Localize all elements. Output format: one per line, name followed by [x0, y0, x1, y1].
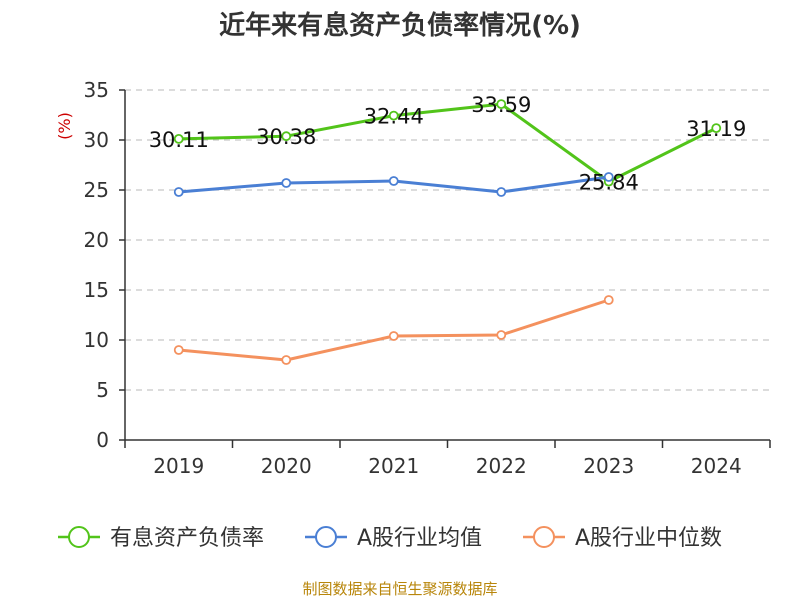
data-point: [173, 345, 184, 355]
grid-lines: [125, 89, 770, 391]
series-line-2: [178, 298, 610, 362]
series-lines: [173, 99, 722, 365]
y-tick-label: 15: [84, 278, 109, 302]
data-point: [388, 176, 399, 186]
y-tick-label: 0: [96, 428, 109, 452]
x-tick-label: 2023: [583, 454, 634, 478]
data-label: 33.59: [471, 93, 531, 117]
source-note: 制图数据来自恒生聚源数据库: [302, 580, 497, 598]
chart-title: 近年来有息资产负债率情况(%): [219, 10, 581, 41]
data-point: [281, 131, 292, 142]
data-label: 32.44: [364, 105, 424, 129]
y-tick-label: 30: [84, 128, 109, 152]
y-tick-label: 10: [84, 328, 109, 352]
tick-labels: 0 5 10 15 20 25 30 35 2019 2020 2021 2022 2023 2024: [84, 78, 742, 478]
data-point: [496, 187, 507, 197]
x-tick-label: 2020: [261, 454, 312, 478]
data-label: 30.38: [256, 125, 316, 149]
data-label: 25.84: [579, 171, 639, 195]
data-point: [496, 330, 507, 340]
x-tick-label: 2021: [368, 454, 419, 478]
y-tick-label: 20: [84, 228, 109, 252]
data-point: [496, 99, 507, 109]
y-tick-label: 25: [84, 178, 109, 202]
data-point: [173, 187, 184, 197]
legend-label: A股行业均值: [357, 526, 482, 551]
legend-label: A股行业中位数: [575, 526, 722, 551]
data-label: 30.11: [149, 128, 209, 152]
legend-swatch-marker: [68, 526, 90, 548]
data-point: [603, 172, 614, 182]
series-line-0: [178, 102, 717, 184]
legend-swatch-marker: [533, 526, 555, 548]
axes: [119, 89, 771, 448]
data-point: [281, 355, 292, 365]
data-label: 31.19: [686, 117, 746, 141]
data-point: [281, 178, 292, 188]
y-axis-label: (%): [55, 112, 74, 140]
legend-swatch-marker: [315, 526, 337, 548]
x-tick-label: 2022: [476, 454, 527, 478]
data-point: [603, 295, 614, 305]
y-tick-label: 35: [84, 78, 109, 102]
x-tick-label: 2024: [691, 454, 742, 478]
x-tick-label: 2019: [153, 454, 204, 478]
data-point: [388, 331, 399, 341]
data-point: [173, 133, 184, 144]
legend-label: 有息资产负债率: [110, 526, 264, 551]
legend: 有息资产负债率 A股行业均值 A股行业中位数: [58, 526, 722, 551]
data-labels: 30.11 30.38 32.44 33.59 25.84 31.19: [149, 93, 747, 195]
y-tick-label: 5: [96, 378, 109, 402]
data-point: [711, 123, 722, 134]
data-point: [388, 110, 399, 121]
